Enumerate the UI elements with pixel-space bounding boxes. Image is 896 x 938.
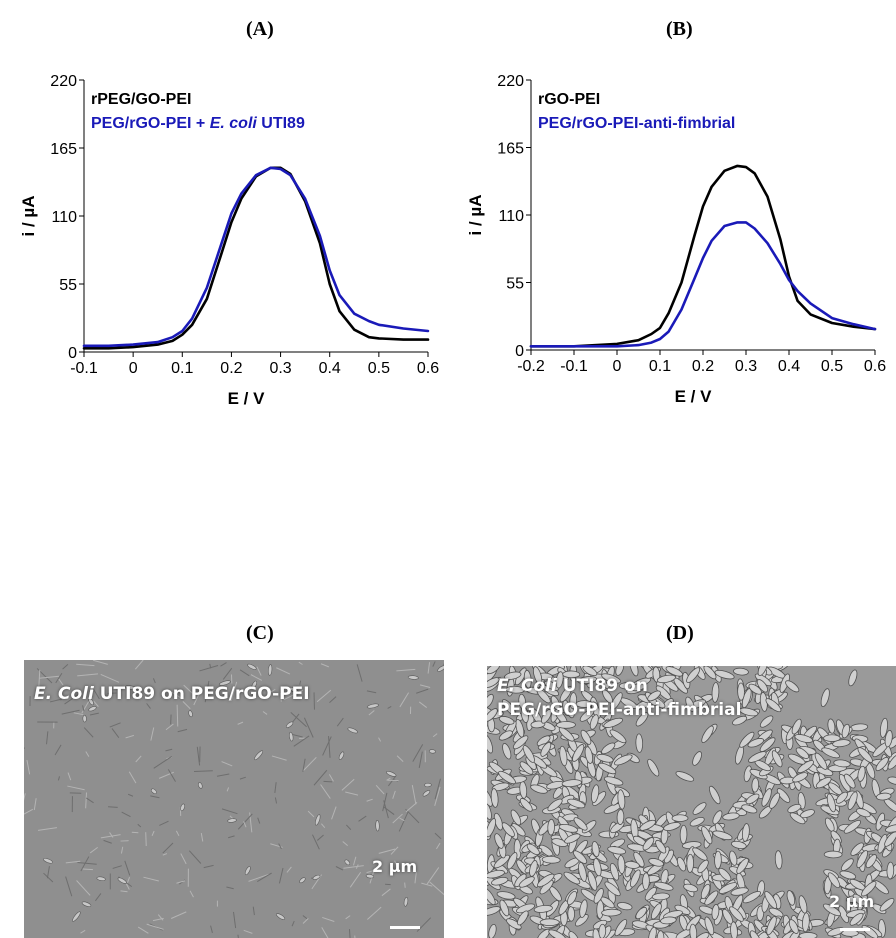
x-tick-label-b: 0.4 (778, 358, 800, 375)
y-tick-label-a: 55 (59, 277, 77, 294)
x-tick-label-b: 0 (613, 358, 622, 375)
sem-d-caption: E. Coli UTI89 on PEG/rGO-PEI-anti-fimbri… (497, 674, 741, 722)
panel-c-letter: (C) (246, 622, 274, 644)
y-tick-label-a: 220 (50, 73, 77, 90)
series-line-b-2 (529, 221, 877, 348)
y-tick-label-a: 110 (51, 209, 77, 226)
x-tick-label-b: 0.2 (692, 358, 714, 375)
sem-d-caption-line1-rest: UTI89 on (556, 676, 648, 696)
panel-d-letter: (D) (666, 622, 694, 644)
chart-b: -0.2 -0.1 0 0.1 0.2 0.3 0.4 0.5 0.6 0 55 110 165 220 E… (466, 73, 886, 406)
legend-entry-b-2: PEG/rGO-PEI-anti-fimbrial (538, 115, 735, 132)
series-line-a-2 (82, 166, 430, 348)
x-axis-title-a: E / V (228, 389, 266, 408)
x-tick-label-a: 0.6 (417, 360, 439, 377)
sem-d-scale-label: 2 µm (829, 892, 875, 911)
x-tick-label-a: 0 (129, 360, 138, 377)
y-tick-label-a: 165 (50, 141, 77, 158)
sem-c-scale-label: 2 µm (372, 857, 418, 876)
y-axis-title-b: i / µA (466, 195, 485, 236)
x-tick-label-a: 0.5 (368, 360, 390, 377)
sem-d-caption-line1: E. Coli UTI89 on (497, 674, 741, 698)
y-tick-label-a: 0 (68, 345, 77, 362)
legend-entry-a-2: PEG/rGO-PEI + E. coli UTI89 (91, 115, 305, 132)
x-axis-title-b: E / V (675, 387, 713, 406)
x-tick-label-b: -0.1 (560, 358, 588, 375)
sem-texture-c (24, 660, 444, 938)
legend-entry-a-1: rPEG/GO-PEI (91, 91, 191, 108)
x-tick-label-b: 0.1 (649, 358, 671, 375)
y-tick-label-b: 0 (515, 343, 524, 360)
sem-c-caption-rest: UTI89 on PEG/rGO-PEI (93, 684, 310, 704)
x-tick-label-b: 0.6 (864, 358, 886, 375)
x-tick-label-a: 0.3 (269, 360, 291, 377)
panel-b-letter: (B) (666, 18, 693, 40)
x-tick-label-b: 0.5 (821, 358, 843, 375)
y-tick-label-b: 165 (497, 141, 524, 158)
sem-d-caption-line2: PEG/rGO-PEI-anti-fimbrial (497, 700, 742, 720)
x-tick-label-b: -0.2 (517, 358, 545, 375)
y-axis-title-a: i / µA (19, 196, 38, 237)
x-tick-label-b: 0.3 (735, 358, 757, 375)
sem-image-d: E. Coli UTI89 on PEG/rGO-PEI-anti-fimbri… (487, 666, 896, 938)
sem-c-scale-bar (390, 926, 420, 929)
series-line-b-1 (529, 164, 877, 348)
sem-d-scale-bar (840, 928, 870, 931)
sem-d-caption-italic: E. Coli (497, 676, 557, 696)
x-tick-label-a: -0.1 (70, 360, 98, 377)
legend-entry-b-1: rGO-PEI (538, 91, 600, 108)
sem-c-caption-italic: E. Coli (34, 684, 94, 704)
y-tick-label-b: 220 (497, 73, 524, 90)
y-tick-label-b: 55 (506, 276, 524, 293)
sem-texture-d (487, 666, 896, 938)
sem-c-caption: E. Coli UTI89 on PEG/rGO-PEI (34, 682, 310, 706)
x-tick-label-a: 0.1 (171, 360, 193, 377)
x-tick-label-a: 0.2 (220, 360, 242, 377)
panel-a-letter: (A) (246, 18, 274, 40)
sem-image-c: E. Coli UTI89 on PEG/rGO-PEI 2 µm (24, 660, 444, 938)
x-tick-label-a: 0.4 (319, 360, 341, 377)
y-tick-label-b: 110 (498, 208, 524, 225)
